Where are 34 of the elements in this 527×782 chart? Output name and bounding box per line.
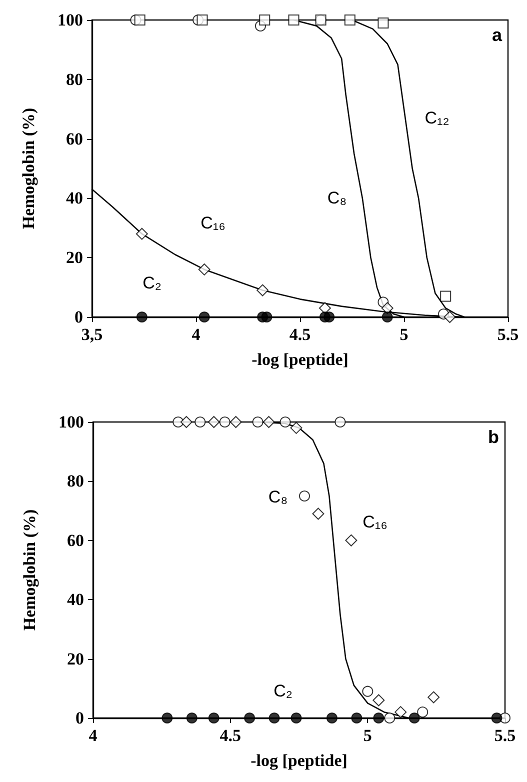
y-tick-label: 80	[66, 70, 83, 89]
annotation: b	[488, 427, 500, 447]
x-tick-label: 5	[363, 726, 372, 745]
x-tick-label: 5.5	[497, 325, 519, 344]
series-label: C₁₆	[362, 512, 388, 532]
y-tick-label: 60	[66, 129, 83, 148]
y-tick-label: 0	[76, 708, 84, 728]
y-tick-label: 100	[58, 412, 84, 432]
x-tick-label: 5	[400, 325, 408, 344]
y-axis-title: Hemoglobin (%)	[19, 108, 38, 230]
x-tick-label: 4.5	[289, 325, 311, 344]
x-tick-label: 4.5	[220, 726, 241, 745]
y-tick-label: 80	[67, 472, 84, 491]
x-tick-label: 4	[88, 726, 98, 745]
y-tick-label: 60	[67, 530, 84, 550]
series-label: C₂	[142, 274, 162, 292]
series-label: C₁₆	[200, 214, 226, 232]
annotation: a	[492, 25, 503, 45]
series-label: C₁₂	[424, 108, 450, 128]
x-tick-label: 4	[192, 325, 201, 344]
series-label: C₈	[327, 188, 347, 208]
y-tick-label: 40	[67, 590, 84, 610]
y-tick-label: 0	[74, 308, 83, 326]
series-label: C₂	[274, 682, 292, 700]
y-tick-label: 100	[58, 10, 83, 30]
y-tick-label: 20	[66, 248, 83, 268]
x-axis-title: -log [peptide]	[250, 751, 348, 770]
y-tick-label: 40	[66, 188, 83, 208]
y-tick-label: 20	[67, 649, 84, 668]
x-axis-title: -log [peptide]	[252, 350, 348, 369]
x-tick-label: 5.5	[494, 726, 516, 745]
x-tick-label: 3,5	[81, 325, 103, 344]
y-axis-title: Hemoglobin (%)	[20, 509, 39, 631]
series-label: C₈	[268, 488, 288, 506]
